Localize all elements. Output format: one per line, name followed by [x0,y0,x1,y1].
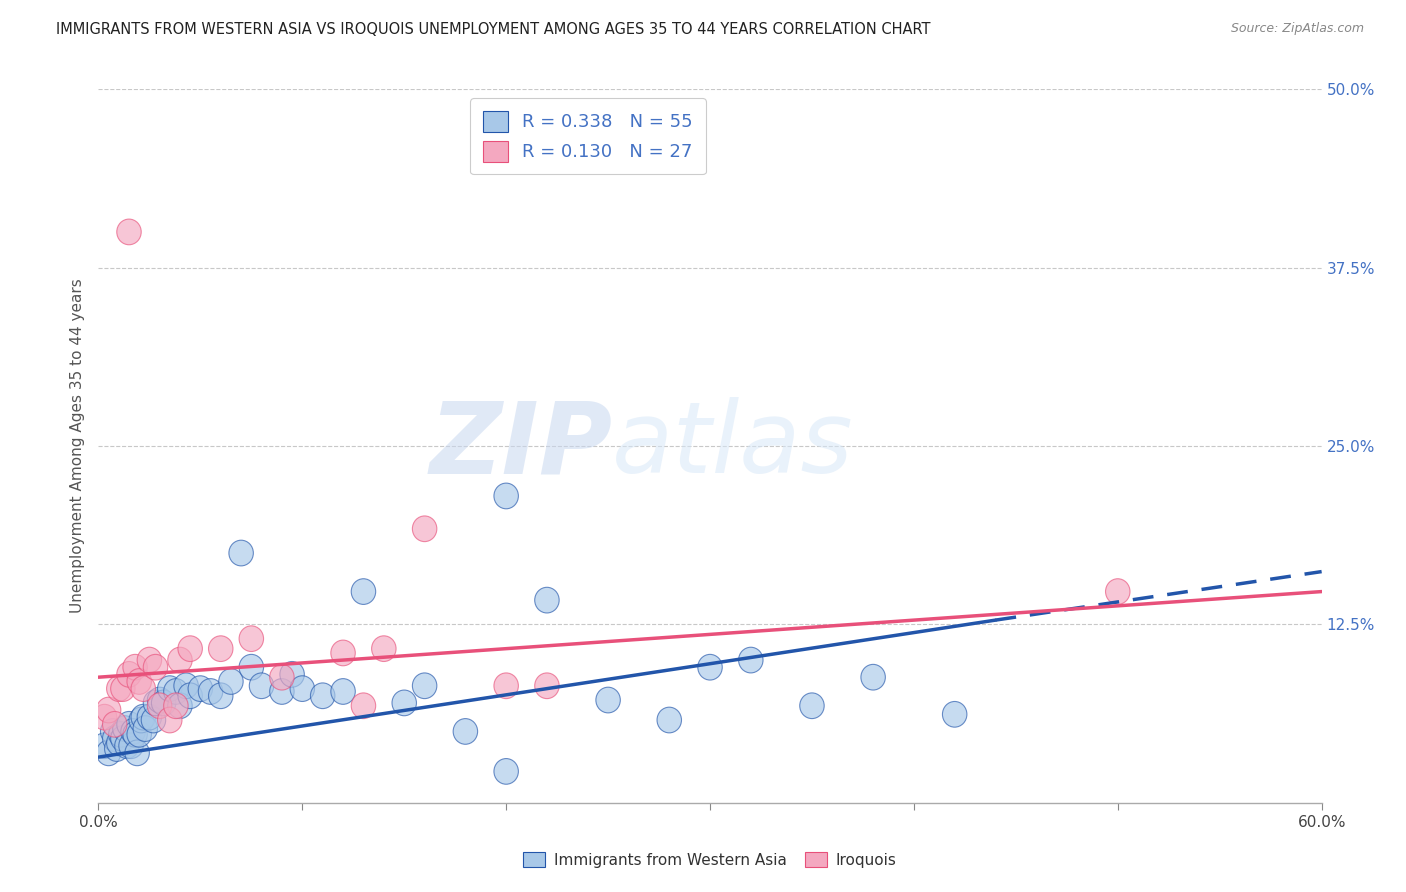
Ellipse shape [280,662,304,687]
Ellipse shape [117,662,141,687]
Ellipse shape [97,698,121,723]
Ellipse shape [330,640,356,665]
Ellipse shape [534,587,560,613]
Ellipse shape [138,648,162,673]
Ellipse shape [100,719,125,744]
Ellipse shape [131,676,156,701]
Ellipse shape [138,705,162,730]
Ellipse shape [290,676,315,701]
Ellipse shape [392,690,416,715]
Ellipse shape [412,673,437,698]
Ellipse shape [104,736,129,762]
Ellipse shape [111,726,135,751]
Ellipse shape [942,701,967,727]
Ellipse shape [125,740,149,765]
Ellipse shape [1105,579,1130,605]
Ellipse shape [157,707,181,733]
Ellipse shape [311,683,335,708]
Ellipse shape [148,693,172,719]
Ellipse shape [412,516,437,541]
Ellipse shape [148,687,172,713]
Ellipse shape [103,712,127,737]
Ellipse shape [167,693,193,719]
Y-axis label: Unemployment Among Ages 35 to 44 years: Unemployment Among Ages 35 to 44 years [69,278,84,614]
Ellipse shape [219,669,243,694]
Ellipse shape [127,669,152,694]
Ellipse shape [208,636,233,662]
Ellipse shape [152,690,176,715]
Ellipse shape [239,655,263,680]
Ellipse shape [115,733,139,758]
Ellipse shape [239,626,263,651]
Ellipse shape [157,676,181,701]
Ellipse shape [208,683,233,708]
Ellipse shape [494,673,519,698]
Ellipse shape [127,722,152,747]
Ellipse shape [131,705,156,730]
Ellipse shape [97,740,121,765]
Ellipse shape [108,722,134,747]
Ellipse shape [107,676,131,701]
Ellipse shape [697,655,723,680]
Text: Source: ZipAtlas.com: Source: ZipAtlas.com [1230,22,1364,36]
Ellipse shape [738,648,763,673]
Ellipse shape [93,705,117,730]
Ellipse shape [174,673,198,698]
Ellipse shape [122,722,148,747]
Ellipse shape [122,655,148,680]
Ellipse shape [117,712,141,737]
Ellipse shape [129,707,153,733]
Ellipse shape [179,636,202,662]
Ellipse shape [93,733,117,758]
Ellipse shape [494,483,519,508]
Ellipse shape [134,715,157,741]
Ellipse shape [141,707,166,733]
Ellipse shape [860,665,886,690]
Text: IMMIGRANTS FROM WESTERN ASIA VS IROQUOIS UNEMPLOYMENT AMONG AGES 35 TO 44 YEARS : IMMIGRANTS FROM WESTERN ASIA VS IROQUOIS… [56,22,931,37]
Legend: Immigrants from Western Asia, Iroquois: Immigrants from Western Asia, Iroquois [517,846,903,873]
Ellipse shape [143,690,167,715]
Ellipse shape [249,673,274,698]
Ellipse shape [163,693,188,719]
Ellipse shape [143,655,167,680]
Ellipse shape [103,726,127,751]
Ellipse shape [352,579,375,605]
Ellipse shape [198,679,222,705]
Ellipse shape [596,687,620,713]
Ellipse shape [270,679,294,705]
Ellipse shape [657,707,682,733]
Ellipse shape [270,665,294,690]
Ellipse shape [117,219,141,244]
Ellipse shape [494,758,519,784]
Ellipse shape [188,676,212,701]
Ellipse shape [167,648,193,673]
Text: atlas: atlas [612,398,853,494]
Ellipse shape [371,636,396,662]
Ellipse shape [163,679,188,705]
Ellipse shape [112,715,138,741]
Ellipse shape [800,693,824,719]
Ellipse shape [107,730,131,756]
Ellipse shape [229,541,253,566]
Text: ZIP: ZIP [429,398,612,494]
Ellipse shape [121,719,145,744]
Ellipse shape [330,679,356,705]
Ellipse shape [352,693,375,719]
Ellipse shape [179,683,202,708]
Ellipse shape [120,733,143,758]
Ellipse shape [453,719,478,744]
Ellipse shape [534,673,560,698]
Ellipse shape [111,676,135,701]
